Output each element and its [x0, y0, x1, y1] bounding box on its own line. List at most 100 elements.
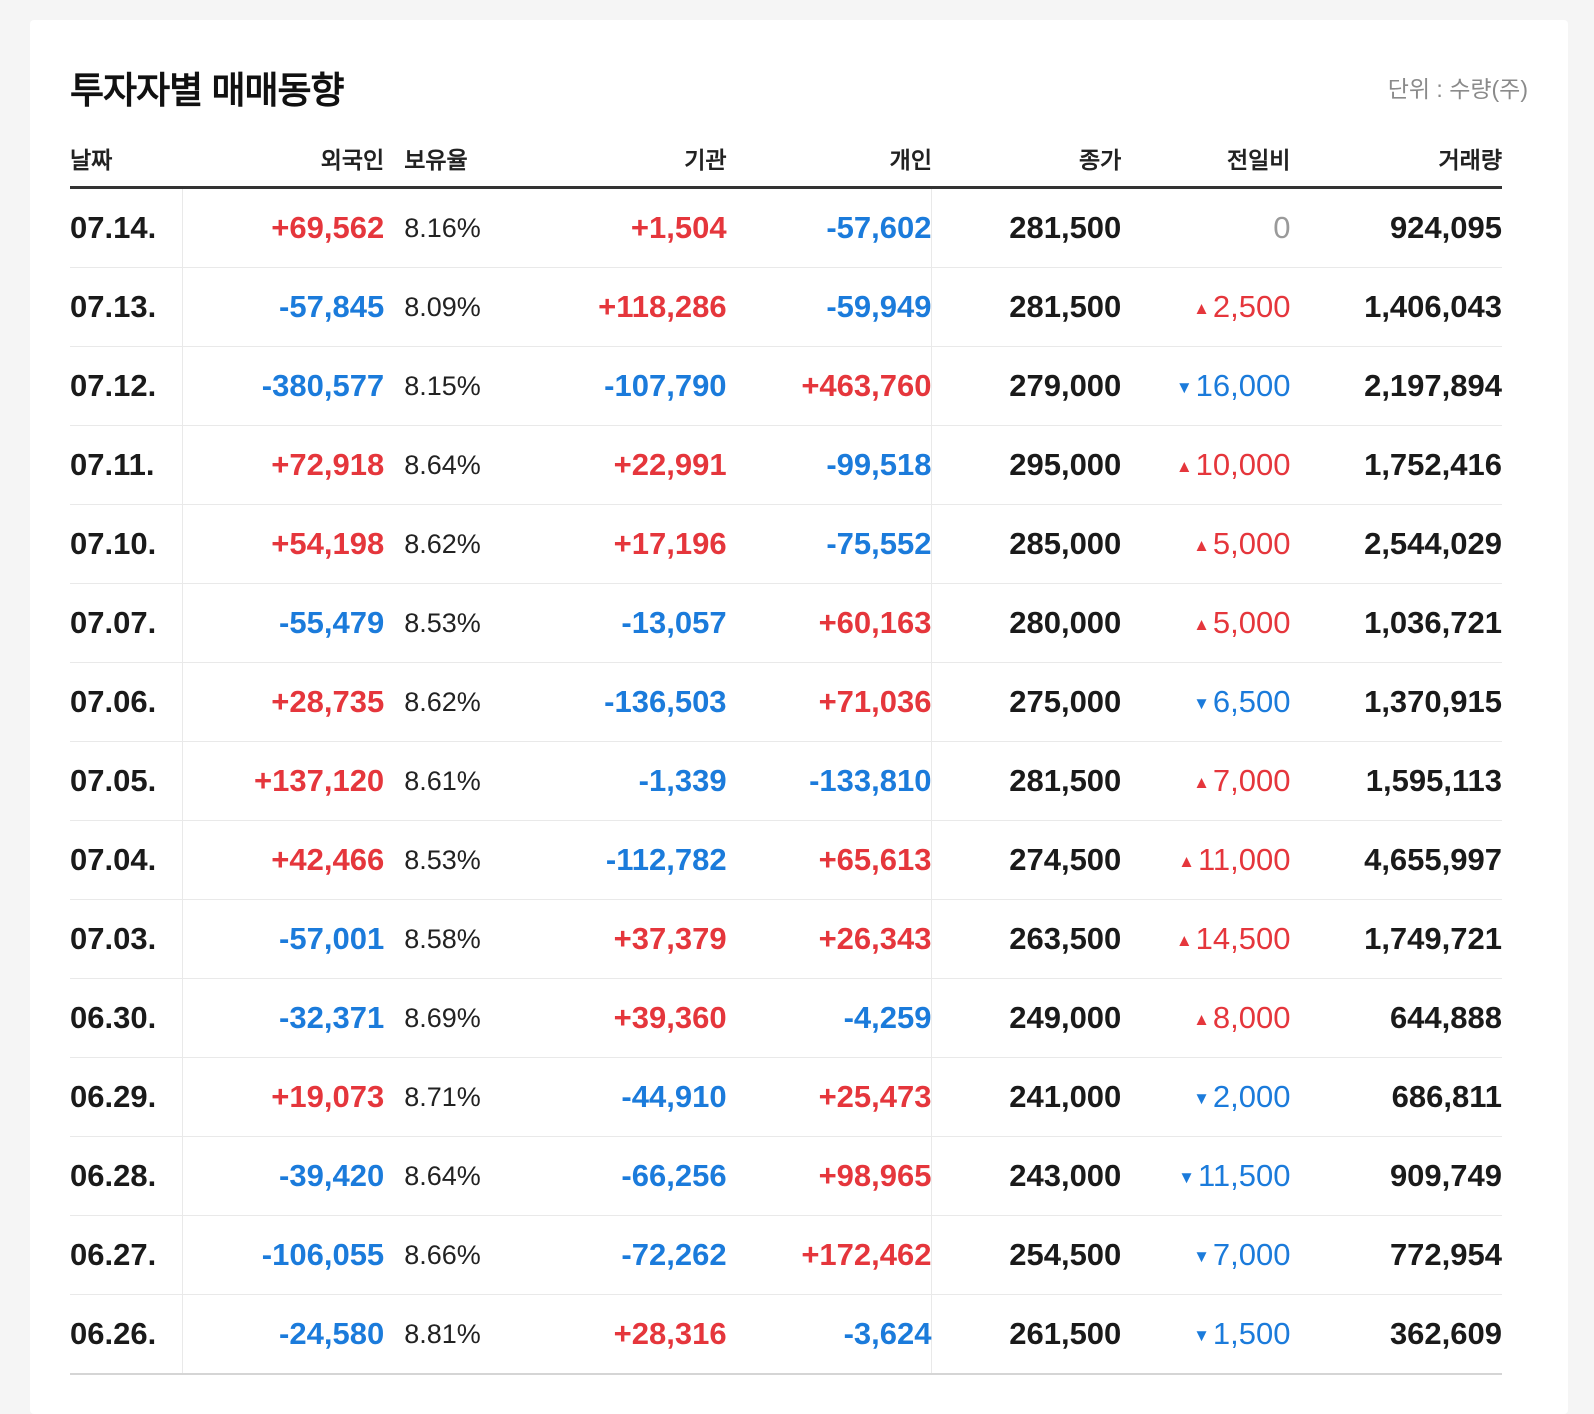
change-cell: ▲5,000 — [1121, 583, 1291, 663]
unit-label: 단위 : 수량(주) — [1387, 76, 1528, 102]
volume-cell: 1,406,043 — [1290, 267, 1502, 347]
volume-cell: 1,036,721 — [1290, 583, 1502, 663]
triangle-up-icon: ▲ — [1193, 615, 1210, 634]
triangle-down-icon: ▼ — [1193, 1089, 1210, 1108]
change-cell: ▼7,000 — [1121, 1215, 1291, 1295]
foreign-cell: -57,001 — [182, 899, 385, 979]
change-cell: ▲2,500 — [1121, 267, 1291, 347]
change-cell: ▲7,000 — [1121, 741, 1291, 821]
change-cell: ▲11,000 — [1121, 820, 1291, 900]
close-cell: 279,000 — [931, 346, 1122, 426]
date-cell: 07.12. — [70, 346, 184, 426]
change-value: 16,000 — [1195, 368, 1291, 403]
column-header-change: 전일비 — [1121, 130, 1291, 189]
investor-trading-card: 투자자별 매매동향 단위 : 수량(주) 날짜 외국인 보유율 기관 개인 종가… — [30, 20, 1568, 1414]
table-row: 06.28. -39,420 8.64% -66,256 +98,965 243,000 ▼… — [70, 1136, 1502, 1216]
column-header-foreign: 외국인 — [182, 130, 385, 189]
date-cell: 07.04. — [70, 820, 184, 900]
institution-cell: -112,782 — [515, 820, 727, 900]
change-cell: ▲8,000 — [1121, 978, 1291, 1058]
close-cell: 241,000 — [931, 1057, 1122, 1137]
individual-cell: -133,810 — [726, 741, 933, 821]
close-cell: 280,000 — [931, 583, 1122, 663]
foreign-cell: -55,479 — [182, 583, 385, 663]
change-cell: ▲5,000 — [1121, 504, 1291, 584]
foreign-cell: -32,371 — [182, 978, 385, 1058]
individual-cell: +172,462 — [726, 1215, 933, 1295]
ratio-cell: 8.53% — [384, 820, 516, 900]
triangle-up-icon: ▲ — [1193, 773, 1210, 792]
individual-cell: -57,602 — [726, 187, 933, 268]
change-cell: ▼6,500 — [1121, 662, 1291, 742]
date-cell: 07.14. — [70, 187, 184, 268]
foreign-cell: -39,420 — [182, 1136, 385, 1216]
date-cell: 07.03. — [70, 899, 184, 979]
institution-cell: -66,256 — [515, 1136, 727, 1216]
column-header-individual: 개인 — [726, 130, 932, 189]
ratio-cell: 8.16% — [384, 187, 516, 268]
table-row: 06.30. -32,371 8.69% +39,360 -4,259 249,000 ▲8… — [70, 978, 1502, 1058]
individual-cell: +25,473 — [726, 1057, 933, 1137]
change-cell: 0 — [1121, 187, 1291, 268]
ratio-cell: 8.62% — [384, 662, 516, 742]
foreign-cell: -24,580 — [182, 1294, 385, 1375]
change-value: 0 — [1273, 210, 1291, 245]
close-cell: 243,000 — [931, 1136, 1122, 1216]
table-row: 07.03. -57,001 8.58% +37,379 +26,343 263,500 ▲… — [70, 899, 1502, 979]
volume-cell: 1,370,915 — [1290, 662, 1502, 742]
change-cell: ▲10,000 — [1121, 425, 1291, 505]
change-cell: ▼16,000 — [1121, 346, 1291, 426]
change-value: 10,000 — [1195, 447, 1291, 482]
institution-cell: -72,262 — [515, 1215, 727, 1295]
column-header-institution: 기관 — [515, 130, 727, 189]
table-row: 07.06. +28,735 8.62% -136,503 +71,036 275,000… — [70, 662, 1502, 742]
close-cell: 275,000 — [931, 662, 1122, 742]
ratio-cell: 8.62% — [384, 504, 516, 584]
table-row: 07.14. +69,562 8.16% +1,504 -57,602 281,500 0 9… — [70, 187, 1502, 268]
triangle-up-icon: ▲ — [1193, 1010, 1210, 1029]
page-title: 투자자별 매매동향 — [70, 70, 345, 111]
institution-cell: +118,286 — [515, 267, 727, 347]
table-row: 07.04. +42,466 8.53% -112,782 +65,613 274,500… — [70, 820, 1502, 900]
ratio-cell: 8.53% — [384, 583, 516, 663]
triangle-down-icon: ▼ — [1193, 1247, 1210, 1266]
date-cell: 06.27. — [70, 1215, 184, 1295]
close-cell: 261,500 — [931, 1294, 1122, 1375]
ratio-cell: 8.71% — [384, 1057, 516, 1137]
close-cell: 274,500 — [931, 820, 1122, 900]
close-cell: 281,500 — [931, 267, 1122, 347]
triangle-up-icon: ▲ — [1178, 852, 1195, 871]
change-value: 14,500 — [1195, 921, 1291, 956]
individual-cell: +71,036 — [726, 662, 933, 742]
change-value: 5,000 — [1212, 526, 1291, 561]
individual-cell: +26,343 — [726, 899, 933, 979]
foreign-cell: +137,120 — [182, 741, 385, 821]
volume-cell: 2,544,029 — [1290, 504, 1502, 584]
institution-cell: -107,790 — [515, 346, 727, 426]
triangle-down-icon: ▼ — [1193, 694, 1210, 713]
ratio-cell: 8.09% — [384, 267, 516, 347]
individual-cell: -99,518 — [726, 425, 933, 505]
change-value: 2,500 — [1212, 289, 1291, 324]
individual-cell: +463,760 — [726, 346, 933, 426]
institution-cell: -13,057 — [515, 583, 727, 663]
ratio-cell: 8.66% — [384, 1215, 516, 1295]
change-value: 11,500 — [1197, 1158, 1291, 1193]
table-row: 06.29. +19,073 8.71% -44,910 +25,473 241,000 ▼… — [70, 1057, 1502, 1137]
foreign-cell: +72,918 — [182, 425, 385, 505]
date-cell: 06.28. — [70, 1136, 184, 1216]
table-body: 07.14. +69,562 8.16% +1,504 -57,602 281,500 0 9… — [70, 187, 1502, 1375]
volume-cell: 686,811 — [1290, 1057, 1502, 1137]
close-cell: 249,000 — [931, 978, 1122, 1058]
triangle-down-icon: ▼ — [1178, 1168, 1195, 1187]
close-cell: 263,500 — [931, 899, 1122, 979]
institution-cell: -136,503 — [515, 662, 727, 742]
table-row: 07.11. +72,918 8.64% +22,991 -99,518 295,000 ▲… — [70, 425, 1502, 505]
table-row: 07.12. -380,577 8.15% -107,790 +463,760 279,0… — [70, 346, 1502, 426]
individual-cell: -4,259 — [726, 978, 933, 1058]
volume-cell: 2,197,894 — [1290, 346, 1502, 426]
change-cell: ▲14,500 — [1121, 899, 1291, 979]
card-header: 투자자별 매매동향 단위 : 수량(주) — [70, 60, 1528, 111]
foreign-cell: +42,466 — [182, 820, 385, 900]
individual-cell: -75,552 — [726, 504, 933, 584]
